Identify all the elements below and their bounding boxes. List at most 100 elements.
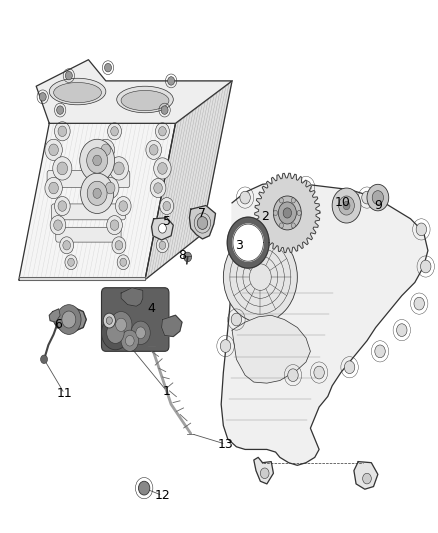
Polygon shape: [53, 308, 86, 331]
Text: 3: 3: [235, 239, 243, 252]
Circle shape: [154, 183, 162, 193]
Polygon shape: [121, 288, 143, 306]
Circle shape: [138, 481, 150, 495]
Polygon shape: [254, 457, 273, 484]
Circle shape: [87, 148, 108, 173]
Polygon shape: [19, 277, 145, 280]
Polygon shape: [152, 217, 173, 240]
Circle shape: [362, 191, 372, 204]
Circle shape: [159, 223, 166, 233]
Circle shape: [288, 369, 298, 382]
Polygon shape: [49, 309, 60, 322]
Circle shape: [125, 335, 134, 346]
Circle shape: [314, 366, 324, 379]
Polygon shape: [189, 206, 215, 239]
Circle shape: [158, 163, 167, 174]
Circle shape: [39, 93, 46, 101]
Circle shape: [343, 201, 350, 210]
Circle shape: [121, 330, 138, 351]
Text: 6: 6: [54, 318, 62, 332]
Circle shape: [291, 198, 295, 203]
Circle shape: [154, 158, 171, 179]
Circle shape: [106, 182, 115, 194]
Circle shape: [63, 240, 71, 250]
Text: 9: 9: [374, 199, 382, 212]
Circle shape: [372, 191, 384, 205]
Polygon shape: [227, 217, 269, 268]
Polygon shape: [221, 182, 428, 465]
Circle shape: [101, 144, 111, 156]
Circle shape: [65, 71, 72, 80]
Circle shape: [57, 162, 67, 175]
Circle shape: [156, 238, 169, 253]
Circle shape: [93, 155, 102, 166]
Circle shape: [367, 184, 389, 211]
Circle shape: [102, 177, 119, 199]
Text: 8: 8: [178, 249, 186, 262]
Circle shape: [168, 77, 175, 85]
Circle shape: [93, 188, 101, 198]
Circle shape: [344, 361, 355, 374]
Polygon shape: [19, 123, 176, 280]
Circle shape: [136, 327, 145, 338]
Circle shape: [110, 220, 119, 230]
Circle shape: [105, 63, 112, 72]
Circle shape: [273, 196, 301, 230]
Circle shape: [111, 127, 118, 136]
Circle shape: [50, 216, 66, 235]
Ellipse shape: [121, 91, 169, 111]
Polygon shape: [162, 316, 182, 336]
Circle shape: [240, 191, 251, 204]
Polygon shape: [49, 81, 232, 123]
Circle shape: [80, 139, 115, 182]
Circle shape: [60, 237, 74, 254]
Circle shape: [184, 252, 191, 262]
Circle shape: [108, 123, 121, 140]
Circle shape: [113, 162, 124, 175]
Circle shape: [102, 316, 129, 350]
Circle shape: [332, 188, 361, 223]
Ellipse shape: [53, 83, 102, 103]
Text: 4: 4: [148, 302, 155, 316]
Circle shape: [45, 177, 62, 199]
Circle shape: [120, 258, 127, 266]
Text: 2: 2: [261, 209, 268, 223]
Circle shape: [68, 258, 74, 266]
Circle shape: [87, 181, 107, 205]
Circle shape: [278, 202, 297, 224]
Circle shape: [283, 208, 292, 218]
Circle shape: [291, 223, 295, 228]
Circle shape: [49, 182, 58, 194]
Polygon shape: [254, 173, 320, 253]
Text: 12: 12: [155, 489, 170, 502]
Circle shape: [297, 211, 301, 215]
Circle shape: [159, 241, 166, 249]
FancyBboxPatch shape: [51, 204, 125, 220]
Circle shape: [45, 139, 62, 160]
Circle shape: [103, 313, 116, 328]
Circle shape: [279, 198, 283, 203]
Ellipse shape: [49, 78, 106, 105]
Polygon shape: [36, 60, 232, 123]
Circle shape: [339, 196, 354, 215]
Circle shape: [197, 216, 208, 229]
Circle shape: [117, 255, 129, 270]
Text: 13: 13: [218, 438, 233, 450]
Circle shape: [131, 321, 150, 344]
Circle shape: [112, 237, 126, 254]
Circle shape: [116, 197, 131, 216]
FancyBboxPatch shape: [56, 227, 121, 242]
Circle shape: [414, 297, 424, 310]
Circle shape: [81, 173, 114, 214]
Text: 7: 7: [198, 207, 205, 220]
Circle shape: [396, 324, 407, 336]
Circle shape: [155, 123, 170, 140]
Circle shape: [159, 127, 166, 136]
Circle shape: [54, 197, 70, 216]
Circle shape: [58, 126, 67, 136]
Circle shape: [54, 122, 70, 141]
Circle shape: [49, 144, 58, 156]
Circle shape: [160, 198, 174, 215]
Circle shape: [363, 473, 371, 484]
Circle shape: [62, 311, 76, 328]
